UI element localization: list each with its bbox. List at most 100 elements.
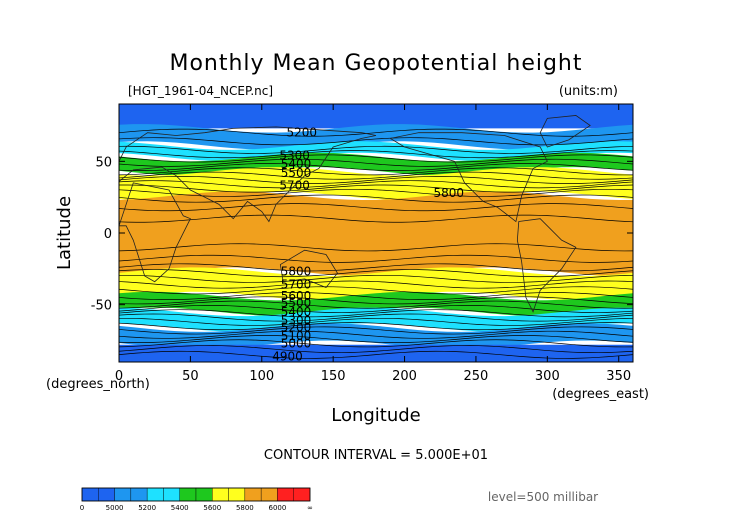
- contour-line: [119, 194, 633, 203]
- y-unit-label: (degrees_north): [46, 377, 150, 392]
- contour-line: [119, 317, 633, 326]
- x-tick-label: 350: [606, 369, 631, 384]
- contour-line: [119, 184, 633, 193]
- contour-label: 5800: [281, 265, 312, 279]
- colorbar-frame: [81, 487, 311, 502]
- x-tick-label: 250: [464, 369, 489, 384]
- contour-interval-text: CONTOUR INTERVAL = 5.000E+01: [264, 448, 488, 463]
- continent-outline: [539, 115, 591, 148]
- contour-label: 5200: [281, 321, 312, 335]
- colorbar-swatch: [260, 487, 278, 502]
- contour-line: [119, 345, 633, 354]
- contour-line: [119, 150, 633, 159]
- x-tick-label: 0: [115, 369, 123, 384]
- contour-label: 4900: [272, 349, 303, 363]
- colorbar-tick-label: 5400: [171, 504, 189, 512]
- x-tick-label: 300: [535, 369, 560, 384]
- contour-line: [119, 145, 633, 154]
- contour-label: 5000: [281, 336, 312, 350]
- contour-label: 5500: [281, 166, 312, 180]
- continent-outline: [516, 218, 577, 313]
- colorbar-swatch: [195, 487, 213, 502]
- contour-label: 5200: [286, 126, 317, 140]
- colorbar-swatch: [277, 487, 294, 502]
- contour-line: [119, 176, 633, 184]
- colorbar-tick-label: 5600: [203, 504, 221, 512]
- contour-line: [119, 243, 633, 252]
- x-unit-label: (degrees_east): [552, 387, 649, 402]
- contour-line: [119, 128, 633, 137]
- contour-line: [119, 305, 633, 313]
- x-tick-label: 200: [392, 369, 417, 384]
- color-band: [119, 191, 633, 276]
- y-tick-label: 50: [95, 155, 112, 170]
- colorbar-tick-label: 6000: [269, 504, 287, 512]
- contour-line: [119, 180, 633, 189]
- contour-line: [119, 154, 633, 163]
- colorbar-swatch: [179, 487, 197, 502]
- contour-line: [119, 330, 633, 339]
- contour-line: [119, 263, 633, 272]
- contour-line: [119, 280, 633, 289]
- x-tick-label: 100: [249, 369, 274, 384]
- contour-label: 5300: [281, 313, 312, 327]
- continent-outline: [389, 132, 548, 223]
- colorbar-swatch: [163, 487, 180, 502]
- file-label: [HGT_1961-04_NCEP.nc]: [128, 84, 273, 98]
- contour-line: [119, 269, 633, 278]
- x-axis: 0 50 100 150 200 250 300 350: [115, 104, 631, 384]
- contour-line: [119, 171, 633, 180]
- contour-label: 5100: [281, 329, 312, 343]
- color-band: [119, 307, 633, 332]
- contour-line: [119, 326, 633, 335]
- contour-label: 5500: [281, 296, 312, 310]
- contour-line: [119, 335, 633, 343]
- contour-line: [119, 214, 633, 223]
- contour-label: 5400: [281, 157, 312, 171]
- colorbar-swatch: [244, 487, 262, 502]
- contour-line: [119, 254, 633, 263]
- colorbar-tick-label: 5000: [106, 504, 124, 512]
- contour-line: [119, 300, 633, 309]
- x-tick-label: 150: [321, 369, 346, 384]
- contour-labels: 5200530054005500570058005800570056005500…: [272, 126, 464, 364]
- contour-label: 5800: [434, 186, 465, 200]
- contour-line: [119, 322, 633, 331]
- contour-line: [119, 158, 633, 167]
- contour-label: 5700: [281, 278, 312, 292]
- x-tick-label: 50: [182, 369, 199, 384]
- colorbar-swatch: [146, 487, 164, 502]
- contour-line: [119, 167, 633, 176]
- contour-label: 5700: [279, 179, 310, 193]
- color-band: [119, 291, 633, 317]
- colorbar-swatch: [293, 487, 311, 502]
- level-text: level=500 millibar: [488, 490, 598, 504]
- contour-line: [119, 313, 633, 322]
- color-band: [119, 344, 633, 362]
- contour-label: 5600: [281, 289, 312, 303]
- colorbar-tick-label: 5200: [138, 504, 156, 512]
- coastline-outlines: [119, 115, 591, 313]
- contour-line: [119, 203, 633, 212]
- contour-line: [119, 286, 633, 295]
- colorbar-swatch: [228, 487, 246, 502]
- continent-outline: [119, 182, 191, 283]
- contour-line: [119, 163, 633, 171]
- colorbar-swatch: [81, 487, 99, 502]
- continent-outline: [279, 249, 338, 288]
- colorbar-tick-label: 5800: [236, 504, 254, 512]
- contour-lines: [119, 128, 633, 359]
- colorbar-swatch: [98, 487, 115, 502]
- contour-line: [119, 339, 633, 348]
- colorbar-tick-label: ∞: [307, 504, 313, 512]
- chart-title: Monthly Mean Geopotential height: [169, 51, 582, 76]
- contour-line: [119, 296, 633, 305]
- colorbar-swatch: [130, 487, 148, 502]
- units-label: (units:m): [559, 84, 618, 99]
- contour-line: [119, 188, 633, 197]
- y-tick-label: 0: [104, 227, 112, 242]
- colorbar: 0 5000 5200 5400 5600 5800 6000 ∞: [80, 487, 313, 512]
- contour-line: [119, 137, 633, 146]
- y-axis: 50 0 -50: [91, 155, 633, 314]
